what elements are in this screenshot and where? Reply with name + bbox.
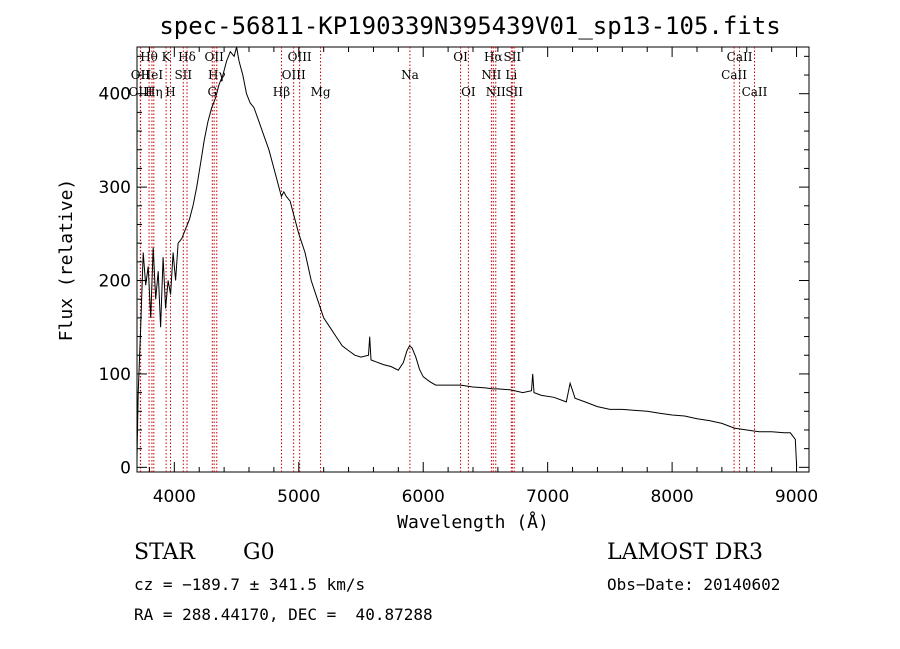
line-marker-label: HeI [141, 68, 164, 82]
object-class: STAR [134, 540, 195, 565]
line-marker-label: NII [481, 68, 501, 82]
flux-series-line [136, 46, 798, 466]
x-tick-label: 9000 [775, 487, 818, 507]
survey-name: LAMOST DR3 [607, 540, 763, 565]
line-marker-label: Hθ [140, 50, 158, 64]
line-marker-label: NII [486, 85, 506, 99]
line-marker-label: Li [505, 68, 517, 82]
x-axis-ticks: 4000 5000 6000 7000 8000 9000 [148, 47, 818, 507]
y-tick-label: 400 [99, 85, 131, 105]
y-tick-label: 200 [99, 272, 131, 292]
object-subclass: G0 [243, 540, 275, 565]
y-tick-label: 300 [99, 178, 131, 198]
y-axis-ticks: 0 100 200 300 400 [99, 55, 809, 478]
line-marker-label: SII [503, 50, 521, 64]
x-tick-label: 5000 [277, 487, 320, 507]
line-marker-label: Hδ [178, 50, 196, 64]
y-tick-label: 0 [120, 458, 131, 478]
line-marker-label: OI [453, 50, 468, 64]
y-tick-label: 100 [99, 365, 131, 385]
line-marker-label: Hβ [273, 85, 290, 99]
line-marker-label: Mg [311, 85, 331, 99]
line-marker-label: Hη [145, 85, 163, 99]
coordinates-text: RA = 288.44170, DEC = 40.87288 [134, 605, 433, 624]
line-marker-label: CaII [721, 68, 747, 82]
line-marker-label: Hα [484, 50, 503, 64]
line-marker-label: H [165, 85, 175, 99]
line-marker-label: OIII [288, 50, 312, 64]
redshift-text: cz = −189.7 ± 341.5 km/s [134, 575, 366, 594]
line-marker-label: OIII [282, 68, 306, 82]
line-marker-label: CaII [727, 50, 753, 64]
line-marker-label: Na [401, 68, 419, 82]
chart-title: spec-56811-KP190339N395439V01_sp13-105.f… [159, 12, 780, 40]
line-marker-label: K [162, 50, 172, 64]
y-axis-label: Flux (relative) [56, 179, 77, 342]
plot-frame [136, 46, 810, 473]
x-tick-label: 8000 [650, 487, 693, 507]
x-tick-label: 6000 [402, 487, 445, 507]
line-marker-label: G [207, 85, 217, 99]
obs-date-text: Obs−Date: 20140602 [607, 575, 781, 594]
x-tick-label: 7000 [526, 487, 569, 507]
line-markers [139, 47, 755, 472]
line-marker-label: OI [461, 85, 476, 99]
line-marker-label: OII [204, 50, 224, 64]
line-marker-label: CaII [742, 85, 768, 99]
x-tick-label: 4000 [153, 487, 196, 507]
x-axis-label: Wavelength (Å) [397, 511, 549, 533]
line-marker-label: SII [505, 85, 523, 99]
line-marker-label: OIII [129, 85, 153, 99]
line-marker-label: SII [174, 68, 192, 82]
